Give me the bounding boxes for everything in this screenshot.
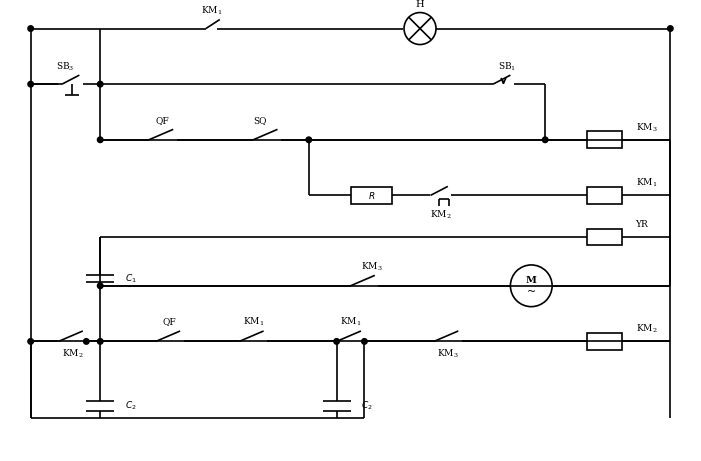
Text: $\mathregular{KM_2}$: $\mathregular{KM_2}$ xyxy=(62,348,83,360)
Text: $\mathregular{KM_1}$: $\mathregular{KM_1}$ xyxy=(243,316,264,328)
FancyBboxPatch shape xyxy=(587,229,622,245)
Text: $\mathregular{SB_1}$: $\mathregular{SB_1}$ xyxy=(498,60,516,73)
Text: QF: QF xyxy=(156,116,170,125)
Circle shape xyxy=(306,137,311,142)
Circle shape xyxy=(97,283,103,289)
Circle shape xyxy=(543,137,548,142)
Circle shape xyxy=(28,82,34,87)
Circle shape xyxy=(667,26,673,31)
Circle shape xyxy=(83,339,89,344)
Text: $\mathregular{KM_3}$: $\mathregular{KM_3}$ xyxy=(437,348,458,360)
Text: QF: QF xyxy=(163,318,177,326)
FancyBboxPatch shape xyxy=(587,333,622,350)
Text: $\mathregular{KM_1}$: $\mathregular{KM_1}$ xyxy=(200,5,222,18)
Text: $C_1$: $C_1$ xyxy=(125,272,136,285)
Circle shape xyxy=(28,26,34,31)
Text: $\mathregular{KM_2}$: $\mathregular{KM_2}$ xyxy=(636,323,657,335)
Text: $\mathregular{SB_3}$: $\mathregular{SB_3}$ xyxy=(56,60,74,73)
Text: $R$: $R$ xyxy=(367,190,375,201)
Text: SQ: SQ xyxy=(253,116,267,125)
Text: ~: ~ xyxy=(526,287,536,297)
Text: $\mathregular{KM_3}$: $\mathregular{KM_3}$ xyxy=(636,121,657,134)
Circle shape xyxy=(362,339,367,344)
Circle shape xyxy=(97,82,103,87)
Text: $\mathregular{KM_3}$: $\mathregular{KM_3}$ xyxy=(360,260,382,272)
Circle shape xyxy=(97,137,103,142)
Text: $\mathregular{KM_2}$: $\mathregular{KM_2}$ xyxy=(430,209,451,221)
Text: H: H xyxy=(416,0,424,9)
Circle shape xyxy=(28,339,34,344)
Text: $C_2$: $C_2$ xyxy=(361,399,373,412)
FancyBboxPatch shape xyxy=(587,187,622,204)
FancyBboxPatch shape xyxy=(587,131,622,148)
Text: $C_2$: $C_2$ xyxy=(125,399,136,412)
Circle shape xyxy=(97,339,103,344)
Text: YR: YR xyxy=(636,220,648,229)
Circle shape xyxy=(334,339,339,344)
Text: M: M xyxy=(526,277,537,285)
FancyBboxPatch shape xyxy=(350,187,393,204)
Text: $\mathregular{KM_1}$: $\mathregular{KM_1}$ xyxy=(340,316,361,328)
Text: $\mathregular{KM_1}$: $\mathregular{KM_1}$ xyxy=(636,177,657,189)
